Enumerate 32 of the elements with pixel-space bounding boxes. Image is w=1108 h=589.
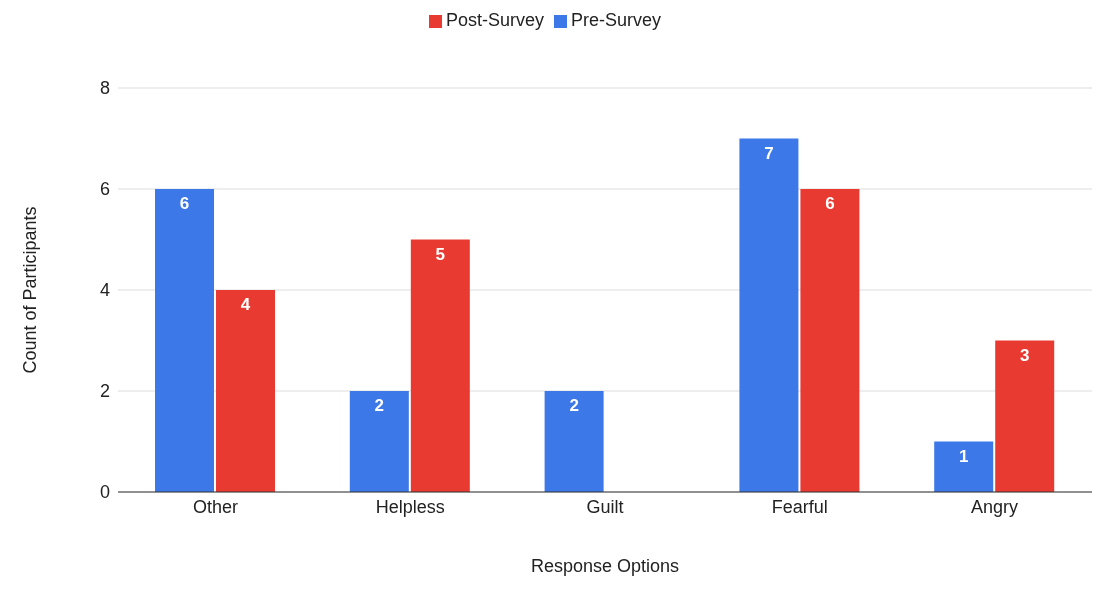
- legend-label: Pre-Survey: [571, 10, 662, 30]
- data-label: 5: [435, 244, 446, 264]
- y-tick-label: 6: [99, 179, 110, 200]
- data-label: 6: [179, 194, 190, 213]
- bar: [410, 239, 470, 492]
- bar: [800, 189, 860, 492]
- data-label: 2: [569, 396, 579, 415]
- y-tick-label: 4: [99, 280, 110, 301]
- data-label: 2: [374, 396, 385, 415]
- legend-label: Post-Survey: [445, 10, 544, 30]
- data-label: 7: [764, 143, 774, 163]
- bar: [934, 441, 994, 492]
- x-tick-label: Helpless: [375, 496, 445, 517]
- y-tick-label: 0: [99, 482, 110, 503]
- bar: [216, 290, 276, 492]
- bar: [995, 340, 1055, 492]
- bar: [349, 391, 409, 492]
- bar: [155, 189, 215, 492]
- bar: [739, 138, 799, 492]
- x-tick-label: Guilt: [586, 496, 624, 517]
- y-tick-label: 2: [99, 381, 110, 402]
- x-tick-label: Fearful: [771, 496, 828, 517]
- y-axis-title: Count of Participants: [20, 206, 41, 374]
- data-label: 4: [240, 295, 251, 314]
- x-axis-title: Response Options: [530, 556, 680, 576]
- x-tick-label: Other: [192, 496, 238, 517]
- y-tick-label: 8: [99, 78, 110, 99]
- bar: [544, 391, 604, 492]
- data-label: 3: [1019, 345, 1030, 365]
- x-tick-label: Angry: [971, 496, 1019, 517]
- data-label: 6: [825, 194, 835, 213]
- data-label: 1: [958, 446, 969, 466]
